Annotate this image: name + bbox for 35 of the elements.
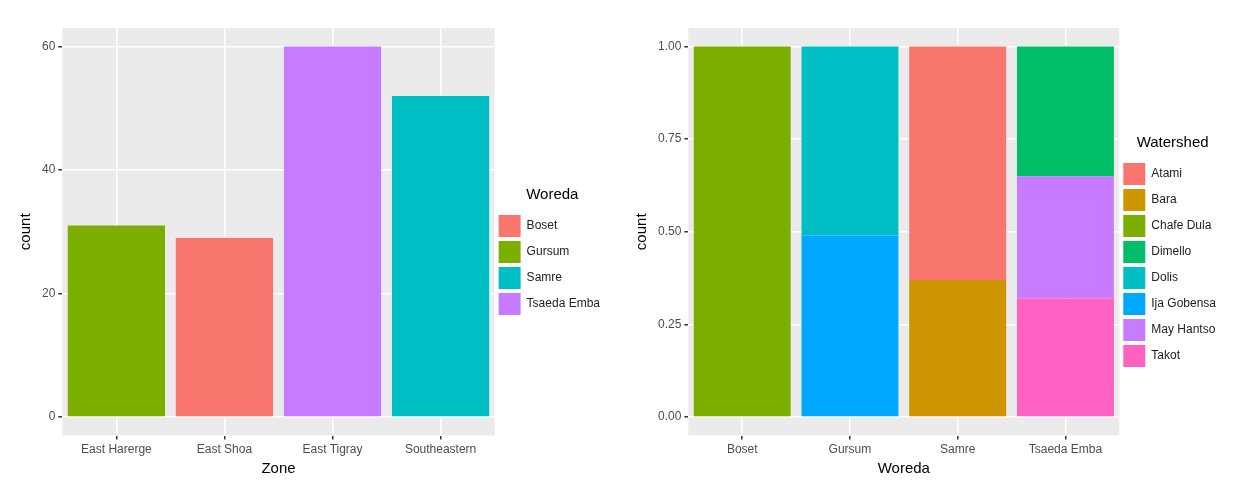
x-tick-label: East Tigray <box>302 442 363 457</box>
x-tick-label: East Shoa <box>196 442 253 457</box>
legend-title: Watershed <box>1136 132 1209 150</box>
y-tick-label: 0.25 <box>658 316 682 331</box>
x-tick-label: Samre <box>940 442 976 457</box>
legend-label: Bara <box>1151 192 1177 207</box>
y-tick-label: 40 <box>41 162 56 177</box>
x-tick-label: Boset <box>726 442 759 457</box>
legend-label: Ija Gobensa <box>1151 296 1217 311</box>
x-tick-label: Gursum <box>828 442 872 457</box>
legend-label: Samre <box>526 270 563 285</box>
legend-title: Woreda <box>526 184 580 202</box>
y-tick-label: 20 <box>41 285 56 300</box>
x-tick-label: Tsaeda Emba <box>1028 442 1103 457</box>
legend-label: May Hantso <box>1151 322 1216 337</box>
x-axis-title: Woreda <box>877 459 931 477</box>
legend-label: Atami <box>1151 166 1182 181</box>
y-axis-title: count <box>16 212 34 251</box>
legend-label: Dimello <box>1151 244 1192 259</box>
y-axis-title: count <box>632 212 650 251</box>
legend-label: Tsaeda Emba <box>526 296 601 311</box>
legend-label: Takot <box>1151 348 1181 363</box>
y-tick-label: 0 <box>48 409 56 424</box>
legend-label: Chafe Dula <box>1151 218 1212 233</box>
legend-label: Gursum <box>526 244 570 259</box>
x-tick-label: East Harerge <box>81 442 153 457</box>
legend-label: Boset <box>526 218 558 233</box>
y-tick-label: 60 <box>41 38 56 53</box>
y-tick-label: 1.00 <box>658 38 682 53</box>
y-tick-label: 0.00 <box>658 409 682 424</box>
y-tick-label: 0.50 <box>658 224 682 239</box>
y-tick-label: 0.75 <box>658 131 682 146</box>
legend-label: Dolis <box>1151 270 1178 285</box>
x-axis-title: Zone <box>261 459 296 477</box>
x-tick-label: Southeastern <box>404 442 477 457</box>
